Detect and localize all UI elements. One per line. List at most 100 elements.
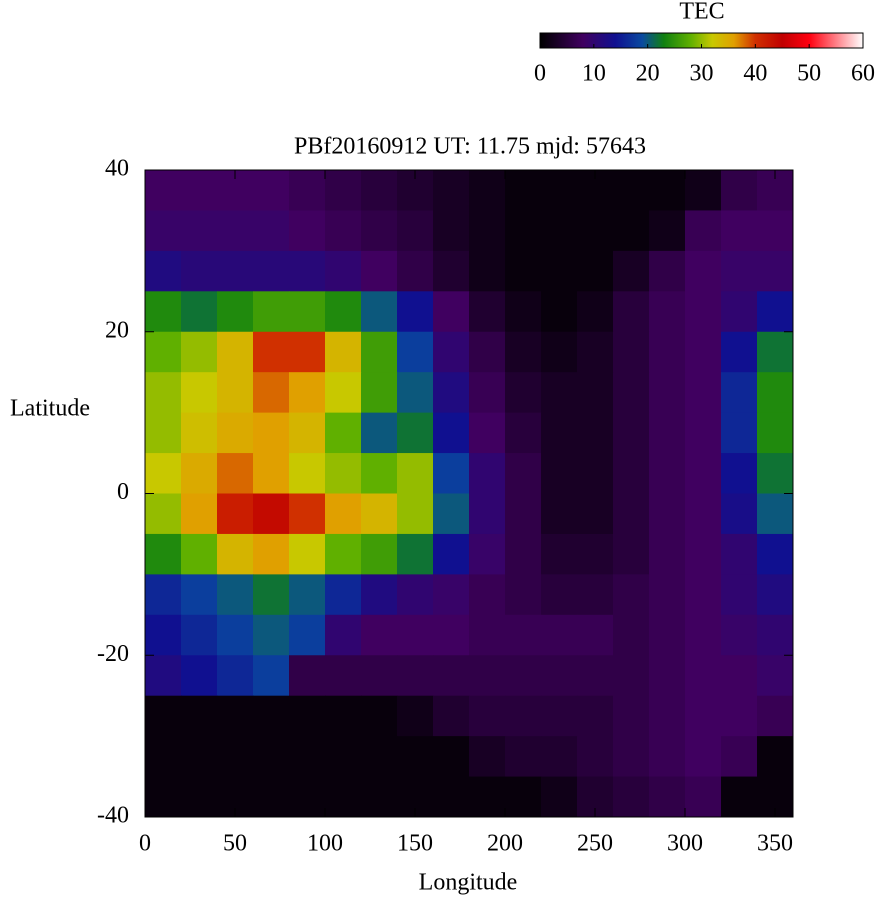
heatmap-cell	[289, 250, 326, 292]
heatmap-cell	[253, 291, 290, 333]
heatmap-cell	[649, 574, 686, 616]
heatmap-cell	[433, 776, 470, 818]
heatmap-cell	[541, 412, 578, 454]
heatmap-cell	[289, 210, 326, 252]
heatmap-cell	[325, 250, 362, 292]
heatmap-cell	[685, 776, 722, 818]
heatmap-cell	[721, 331, 758, 373]
heatmap-cell	[217, 412, 254, 454]
heatmap-cell	[613, 493, 650, 535]
heatmap-cell	[541, 453, 578, 494]
heatmap-cell	[469, 695, 506, 737]
heatmap-cell	[541, 170, 578, 211]
heatmap-cell	[649, 736, 686, 778]
heatmap-cell	[289, 695, 326, 737]
heatmap-cell	[649, 614, 686, 656]
heatmap-cell	[145, 453, 182, 494]
heatmap-cell	[577, 412, 614, 454]
heatmap-cell	[505, 493, 542, 535]
heatmap-cell	[613, 453, 650, 494]
heatmap-cell	[757, 574, 794, 616]
heatmap-cell	[757, 210, 794, 252]
heatmap-cell	[253, 736, 290, 778]
heatmap-cell	[505, 574, 542, 616]
heatmap-cell	[469, 776, 506, 818]
heatmap-cell	[325, 695, 362, 737]
heatmap-cell	[613, 170, 650, 211]
heatmap-cell	[541, 695, 578, 737]
x-tick-label: 350	[757, 831, 793, 857]
heatmap-cell	[541, 372, 578, 414]
heatmap-cell	[433, 170, 470, 211]
heatmap-cell	[181, 695, 218, 737]
heatmap-cell	[361, 412, 398, 454]
x-tick-label: 300	[667, 831, 703, 857]
heatmap-cell	[145, 331, 182, 373]
heatmap-cell	[289, 170, 326, 211]
heatmap-cell	[505, 776, 542, 818]
heatmap-cell	[469, 250, 506, 292]
heatmap-cell	[289, 533, 326, 575]
heatmap-cell	[613, 736, 650, 778]
heatmap-cell	[541, 614, 578, 656]
heatmap-cell	[145, 776, 182, 818]
y-tick-label: 40	[105, 156, 129, 182]
heatmap-cell	[721, 533, 758, 575]
heatmap-cell	[361, 695, 398, 737]
heatmap-cell	[181, 453, 218, 494]
heatmap-cell	[433, 372, 470, 414]
heatmap-cell	[397, 493, 434, 535]
heatmap-cell	[577, 250, 614, 292]
heatmap-cell	[469, 453, 506, 494]
heatmap-cell	[505, 736, 542, 778]
heatmap-cell	[361, 210, 398, 252]
heatmap-cell	[397, 695, 434, 737]
heatmap-cell	[685, 372, 722, 414]
heatmap-cell	[217, 250, 254, 292]
heatmap-cell	[685, 695, 722, 737]
heatmap-cell	[685, 453, 722, 494]
heatmap-cell	[361, 736, 398, 778]
colorbar-tick-label: 50	[797, 61, 821, 87]
heatmap-cell	[577, 372, 614, 414]
heatmap-cell	[541, 210, 578, 252]
heatmap-cell	[505, 170, 542, 211]
heatmap-cell	[433, 655, 470, 697]
heatmap-cell	[757, 291, 794, 333]
heatmap-cell	[433, 736, 470, 778]
colorbar-label: TEC	[679, 0, 724, 25]
colorbar-tick-label: 60	[851, 61, 875, 87]
heatmap-cell	[757, 453, 794, 494]
heatmap-cell	[325, 736, 362, 778]
heatmap-cell	[361, 331, 398, 373]
heatmap-cell	[217, 533, 254, 575]
heatmap-cell	[757, 736, 794, 778]
heatmap-cell	[721, 493, 758, 535]
heatmap-cell	[253, 250, 290, 292]
heatmap-cell	[505, 210, 542, 252]
heatmap-cell	[433, 412, 470, 454]
heatmap-cell	[325, 655, 362, 697]
y-tick-label: -40	[97, 803, 129, 829]
heatmap-cell	[289, 574, 326, 616]
heatmap-cell	[505, 250, 542, 292]
heatmap-cell	[721, 250, 758, 292]
heatmap-cell	[721, 170, 758, 211]
heatmap-cell	[685, 736, 722, 778]
heatmap-cell	[325, 614, 362, 656]
heatmap-cell	[253, 372, 290, 414]
heatmap-cell	[577, 614, 614, 656]
heatmap-cell	[325, 533, 362, 575]
heatmap-cell	[649, 533, 686, 575]
heatmap-cell	[181, 493, 218, 535]
x-axis-label: Longitude	[419, 870, 518, 896]
heatmap-cell	[289, 776, 326, 818]
x-tick-label: 0	[139, 831, 151, 857]
heatmap-cell	[685, 331, 722, 373]
heatmap-cell	[577, 695, 614, 737]
colorbar-tick-label: 10	[582, 61, 606, 87]
heatmap-cell	[721, 412, 758, 454]
heatmap-cell	[253, 493, 290, 535]
heatmap-cell	[217, 453, 254, 494]
heatmap-cell	[541, 776, 578, 818]
